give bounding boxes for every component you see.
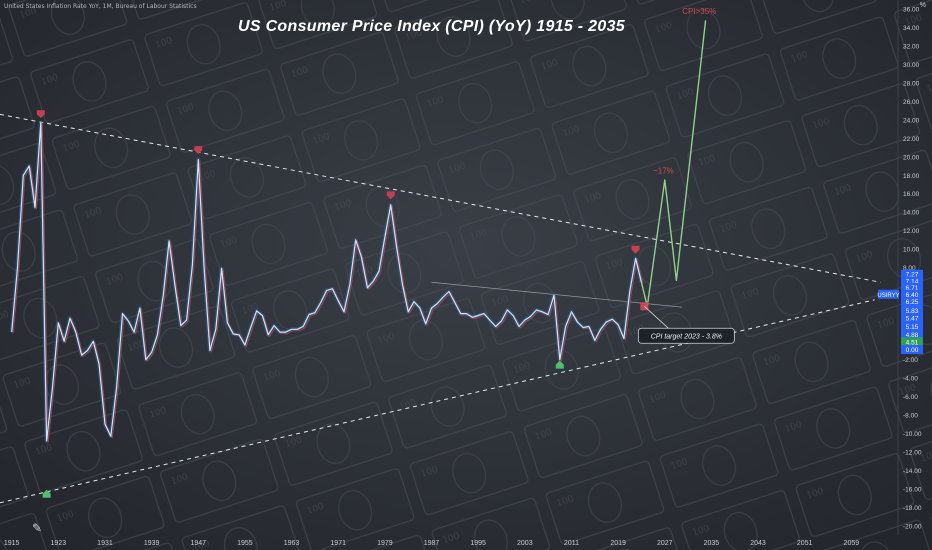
y-tick-label: 26.00	[903, 99, 920, 106]
x-tick-label: 1995	[470, 540, 486, 547]
price-label: 0.00	[906, 347, 919, 354]
y-tick-label: 18.00	[903, 173, 920, 180]
price-label: 4.88	[906, 332, 919, 339]
x-tick-label: 2035	[704, 540, 720, 547]
y-tick-label: -12.00	[903, 449, 922, 456]
price-label-bg	[901, 305, 923, 315]
y-tick-label: 32.00	[903, 44, 920, 51]
y-tick-label: 20.00	[903, 154, 920, 161]
price-label: 6.71	[906, 285, 919, 292]
symbol-tag-bg	[878, 289, 899, 299]
y-tick-label: 12.00	[903, 228, 920, 235]
callout-box	[637, 327, 735, 344]
x-tick-label: 1987	[424, 540, 440, 547]
series-moving-average	[12, 123, 644, 443]
y-tick-label: -14.00	[903, 468, 922, 475]
y-tick-label: 36.00	[903, 7, 920, 14]
arrow-up-icon	[42, 489, 51, 498]
price-label: 6.25	[906, 299, 919, 306]
x-tick-label: 1923	[51, 540, 67, 547]
arrow-down-icon	[386, 191, 395, 200]
x-tick-label: 1979	[377, 540, 393, 547]
price-label: 7.14	[906, 278, 919, 285]
y-tick-label: 34.00	[903, 25, 920, 32]
x-tick-label: 2011	[564, 540, 579, 547]
trendline-1[interactable]	[0, 299, 875, 504]
x-tick-label: 1947	[190, 540, 206, 547]
arrow-up-icon	[555, 360, 564, 369]
price-label-bg	[901, 313, 923, 323]
price-label-bg	[901, 345, 923, 355]
callout-text: CPI target 2023 - 3.8%	[651, 334, 722, 341]
x-tick-label: 2043	[750, 540, 766, 547]
y-tick-label: -18.00	[903, 505, 922, 512]
x-tick-label: 2059	[844, 540, 860, 547]
y-tick-label: -20.00	[903, 523, 922, 530]
x-tick-label: 2019	[610, 540, 626, 547]
y-tick-label: -8.00	[903, 413, 918, 420]
x-tick-label: 1939	[144, 540, 160, 547]
x-tick-label: 2003	[517, 540, 533, 547]
price-label-bg	[901, 282, 923, 292]
price-label: 4.51	[906, 339, 919, 346]
y-tick-label: -2.00	[903, 357, 918, 364]
y-tick-label: 30.00	[903, 62, 920, 69]
price-label-bg	[901, 297, 923, 307]
price-label: 7.27	[906, 272, 919, 279]
y-tick-label: 10.00	[903, 247, 920, 254]
price-label: 5.15	[906, 324, 919, 331]
series-line-1[interactable]	[640, 20, 707, 307]
price-label: 6.40	[906, 292, 919, 299]
callout-leader	[644, 305, 669, 329]
y-tick-label: 24.00	[903, 117, 920, 124]
price-label-bg	[901, 322, 923, 332]
price-label-bg	[901, 329, 923, 339]
trendline-0[interactable]	[0, 113, 881, 283]
y-tick-label: -6.00	[903, 394, 918, 401]
x-tick-label: 1915	[4, 540, 20, 547]
series-line-0[interactable]	[11, 122, 642, 442]
y-tick-label: 14.00	[903, 210, 920, 217]
x-tick-label: 1955	[237, 540, 253, 547]
arrow-down-icon	[631, 245, 640, 254]
arrow-down-icon	[36, 110, 45, 119]
pencil-icon[interactable]: ✎	[32, 521, 43, 535]
source-label: United States Inflation Rate YoY, 1M, Bu…	[4, 3, 197, 10]
y-tick-label: -4.00	[903, 376, 918, 383]
x-tick-label: 2051	[797, 540, 813, 547]
y-tick-label: 8.00	[903, 265, 916, 272]
chart-title: US Consumer Price Index (CPI) (YoY) 1915…	[238, 18, 625, 35]
x-tick-label: 1963	[284, 540, 300, 547]
x-tick-label: 1931	[97, 540, 113, 547]
x-tick-label: 1971	[330, 540, 346, 547]
annotation-0: CPI>35%	[682, 7, 716, 16]
arrow-down-icon	[194, 146, 203, 155]
annotation-1: ~17%	[653, 166, 674, 175]
price-label-bg	[901, 337, 923, 347]
price-label-bg	[901, 289, 923, 299]
price-label: 5.83	[906, 308, 919, 315]
axis-unit-label: %	[919, 2, 926, 9]
y-tick-label: 16.00	[903, 191, 920, 198]
y-tick-label: 28.00	[903, 81, 920, 88]
y-tick-label: -16.00	[903, 486, 922, 493]
y-tick-label: -10.00	[903, 431, 922, 438]
x-tick-label: 2027	[657, 540, 673, 547]
y-tick-label: 22.00	[903, 136, 920, 143]
price-label: 5.47	[906, 316, 919, 323]
symbol-tag[interactable]: USIRYY	[877, 293, 899, 299]
